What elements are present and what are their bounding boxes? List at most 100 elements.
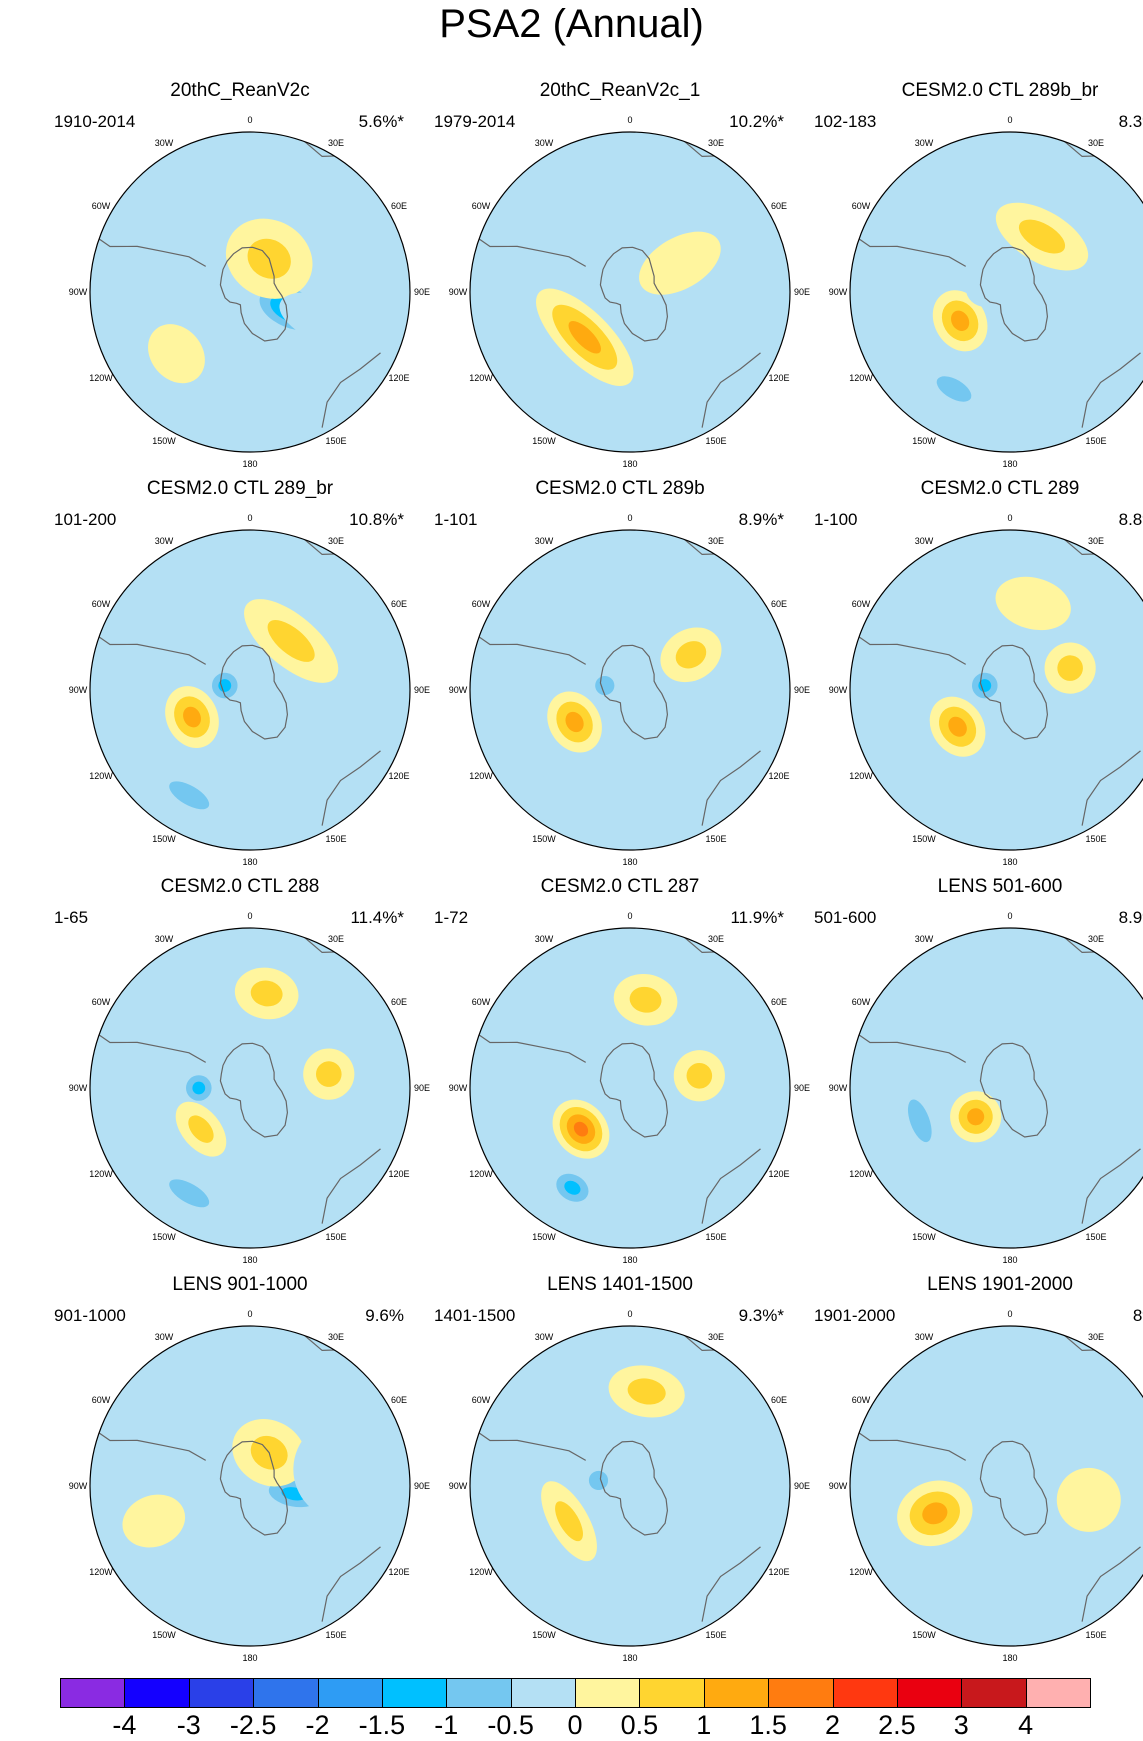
peninsula-coastline	[93, 632, 206, 665]
peninsula-coastline	[853, 234, 966, 267]
map-boundary	[849, 927, 1143, 1249]
longitude-label: 60W	[852, 599, 871, 609]
peninsula-coastline	[473, 1428, 586, 1461]
longitude-label: 180	[242, 857, 257, 867]
colorbar	[60, 1678, 1091, 1710]
figure-title: PSA2 (Annual)	[439, 2, 704, 46]
panel-variance-percent: 8.8%*	[1118, 510, 1143, 529]
longitude-label: 120W	[469, 1567, 493, 1577]
antarctica-coastline	[219, 1440, 289, 1536]
panel-variance-percent: 8%*	[1132, 1306, 1143, 1325]
anomaly-contour	[218, 679, 232, 692]
panel-title: LENS 501-600	[937, 876, 1063, 897]
longitude-label: 0	[247, 115, 252, 125]
longitude-label: 150E	[705, 436, 726, 446]
australia-coastline	[701, 352, 761, 428]
panel-period: 1910-2014	[54, 112, 136, 131]
colorbar-swatch	[768, 1678, 834, 1708]
anomaly-contour	[1057, 655, 1083, 681]
antarctica-coastline	[979, 1042, 1049, 1138]
longitude-label: 90W	[69, 287, 88, 297]
colorbar-swatch	[703, 1678, 770, 1708]
longitude-label: 150W	[532, 1232, 556, 1242]
longitude-label: 0	[627, 911, 632, 921]
longitude-label: 60E	[391, 599, 407, 609]
australia-coastline	[321, 1546, 381, 1622]
map-boundary	[469, 529, 791, 851]
longitude-label: 180	[1002, 1653, 1017, 1663]
longitude-label: 30E	[708, 138, 724, 148]
map-boundary	[469, 927, 791, 1249]
peninsula-coastline	[93, 1030, 206, 1063]
longitude-label: 120E	[388, 1169, 409, 1179]
map-boundary	[469, 131, 791, 453]
panel-period: 1-72	[434, 908, 469, 927]
antarctica-coastline	[979, 246, 1049, 342]
anomaly-contour	[188, 1115, 214, 1143]
map-boundary	[849, 1325, 1143, 1647]
longitude-label: 0	[247, 1309, 252, 1319]
longitude-label: 120E	[388, 373, 409, 383]
longitude-label: 180	[622, 1255, 637, 1265]
longitude-label: 60E	[771, 1395, 787, 1405]
panel-title: LENS 1901-2000	[927, 1274, 1073, 1295]
longitude-label: 90E	[414, 287, 430, 297]
longitude-label: 120W	[89, 373, 113, 383]
longitude-label: 30W	[915, 934, 934, 944]
longitude-label: 90E	[794, 1083, 810, 1093]
map-panel: 20thC_ReanV2c 1910-2014 5.6%* 0 30E 60E 90E 120…	[50, 80, 430, 470]
anomaly-contour	[559, 148, 662, 215]
longitude-label: 30E	[328, 536, 344, 546]
longitude-label: 30E	[1088, 934, 1104, 944]
longitude-label: 30W	[535, 934, 554, 944]
anomaly-contour	[267, 620, 315, 662]
longitude-label: 90E	[414, 1481, 430, 1491]
colorbar-swatch	[124, 1678, 190, 1708]
anomaly-contour	[639, 231, 721, 295]
longitude-label: 150E	[1085, 1232, 1106, 1242]
colorbar-swatch	[188, 1678, 255, 1708]
longitude-label: 90E	[794, 685, 810, 695]
australia-coastline	[701, 1546, 761, 1622]
anomaly-contour	[595, 675, 615, 696]
map-panel: CESM2.0 CTL 289_br 101-200 10.8%* 0 30E 60E 90…	[50, 478, 430, 868]
anomaly-contour	[148, 324, 205, 384]
peninsula-coastline	[853, 1030, 966, 1063]
map-boundary	[469, 1325, 791, 1647]
longitude-label: 150E	[705, 1232, 726, 1242]
longitude-label: 150W	[532, 834, 556, 844]
australia-coastline	[1081, 352, 1141, 428]
longitude-label: 90E	[414, 1083, 430, 1093]
longitude-label: 90W	[69, 685, 88, 695]
longitude-label: 120W	[89, 771, 113, 781]
anomaly-contour	[564, 1180, 581, 1195]
panel-variance-percent: 11.4%*	[350, 908, 404, 927]
longitude-label: 90E	[794, 1481, 810, 1491]
longitude-label: 30E	[708, 934, 724, 944]
panel-period: 1-65	[54, 908, 89, 927]
colorbar-swatch	[446, 1678, 512, 1708]
longitude-label: 60W	[92, 599, 111, 609]
longitude-label: 60W	[92, 997, 111, 1007]
longitude-label: 120W	[849, 1169, 873, 1179]
longitude-label: 0	[627, 513, 632, 523]
anomaly-contour	[122, 1494, 186, 1548]
longitude-label: 150E	[325, 436, 346, 446]
longitude-label: 90W	[449, 1083, 468, 1093]
peninsula-coastline	[93, 234, 206, 267]
australia-coastline	[701, 750, 761, 826]
longitude-label: 150W	[912, 1630, 936, 1640]
colorbar-tick-label: -3	[176, 1710, 201, 1740]
anomaly-contour	[192, 1081, 206, 1095]
longitude-label: 30E	[328, 1332, 344, 1342]
longitude-label: 150W	[912, 1232, 936, 1242]
panel-variance-percent: 11.9%*	[730, 908, 784, 927]
peninsula-coastline	[473, 234, 586, 267]
longitude-label: 90W	[69, 1481, 88, 1491]
antarctica-coastline	[219, 1042, 289, 1138]
panel-variance-percent: 8.9%*	[1118, 908, 1143, 927]
longitude-label: 60W	[852, 201, 871, 211]
anomaly-contour	[169, 1179, 210, 1208]
